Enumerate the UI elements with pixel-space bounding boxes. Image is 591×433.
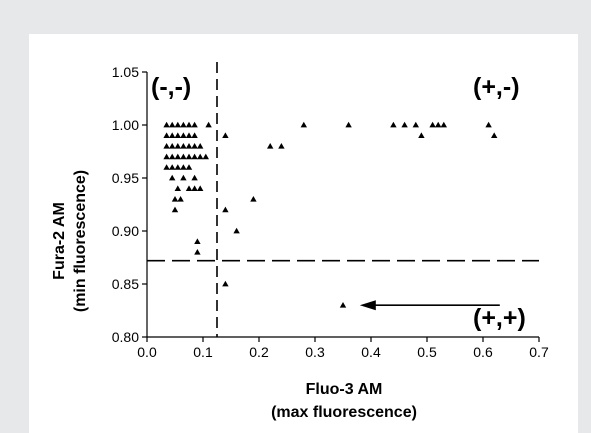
data-point [191,143,198,149]
data-point [222,132,229,138]
data-point [180,153,187,160]
data-points [163,121,498,308]
data-point [180,121,187,128]
x-axis-label: Fluo-3 AM [306,381,383,398]
ticks: 0.80 0.85 0.90 0.95 1.00 1.05 0.0 0.1 0.2 0.3 0.4 0… [112,64,549,360]
data-point [177,196,184,202]
data-point [418,132,425,138]
arrow-head [359,300,376,311]
data-point [345,121,352,128]
data-point [163,143,170,149]
y-tick-label: 0.80 [112,329,139,345]
data-point [197,153,204,160]
data-point [171,206,179,213]
data-point [390,121,397,128]
x-tick-label: 0.5 [417,344,437,360]
data-point [191,132,198,138]
data-point [401,121,408,128]
x-axis-label-sub: (max fluorescence) [271,404,417,421]
data-point [222,280,229,287]
data-point [163,153,170,160]
data-point [491,132,498,138]
data-point [171,196,179,202]
data-point [412,121,419,128]
data-point [191,153,198,160]
data-point [429,121,436,128]
data-point [185,121,193,128]
data-point [185,143,193,149]
figure-panel: 0.80 0.85 0.90 0.95 1.00 1.05 0.0 0.1 0.2 0.3 0.4 0… [29,34,578,433]
data-point [169,121,176,128]
data-point [202,153,209,160]
x-tick-label: 0.3 [305,344,325,360]
data-point [197,143,204,149]
data-point [174,153,181,160]
x-tick-label: 0.1 [193,344,213,360]
x-tick-label: 0.0 [137,344,157,360]
data-point [278,143,285,149]
x-tick-label: 0.6 [473,344,493,360]
data-point [185,132,193,138]
quadrant-label-top-left: (-,-) [151,73,191,101]
data-point [233,227,240,234]
data-point [185,185,193,191]
y-tick-label: 1.05 [112,64,139,80]
quadrant-label-bottom-right: (+,+) [473,304,526,332]
data-point [191,174,198,181]
data-point [180,132,187,138]
scatter-chart: 0.80 0.85 0.90 0.95 1.00 1.05 0.0 0.1 0.2 0.3 0.4 0… [51,62,549,421]
data-point [174,132,181,138]
data-point [440,121,447,128]
data-point [191,185,198,191]
data-point [180,143,187,149]
data-point [339,302,347,308]
data-point [267,143,274,149]
data-point [180,164,187,170]
y-tick-label: 0.85 [112,276,139,292]
data-point [185,164,193,170]
data-point [180,174,187,181]
y-tick-label: 1.00 [112,117,139,133]
data-point [169,153,176,160]
x-tick-label: 0.2 [249,344,269,360]
data-point [300,121,307,128]
data-point [163,164,170,170]
x-tick-label: 0.7 [529,344,549,360]
y-axis-label: Fura-2 AM [51,202,68,280]
data-point [174,164,181,170]
y-tick-label: 0.95 [112,170,139,186]
data-point [222,206,229,213]
threshold-lines [147,62,539,337]
data-point [250,196,257,202]
y-tick-label: 0.90 [112,223,139,239]
data-point [194,249,201,255]
data-point [169,143,176,149]
data-point [169,132,176,138]
data-point [163,121,170,128]
data-point [185,153,193,160]
quadrant-label-top-right: (+,-) [473,73,520,101]
data-point [191,121,198,128]
data-point [174,121,181,128]
data-point [169,164,176,170]
data-point [174,185,181,191]
y-axis-label-sub: (min fluorescence) [72,170,89,312]
data-point [435,121,442,128]
data-point [205,121,212,128]
data-point [485,121,492,128]
data-point [163,132,170,138]
x-tick-label: 0.4 [361,344,381,360]
data-point [169,174,176,181]
annotation-arrow [359,300,500,311]
data-point [197,185,204,191]
data-point [174,143,181,149]
data-point [194,238,201,244]
axes [146,72,539,338]
